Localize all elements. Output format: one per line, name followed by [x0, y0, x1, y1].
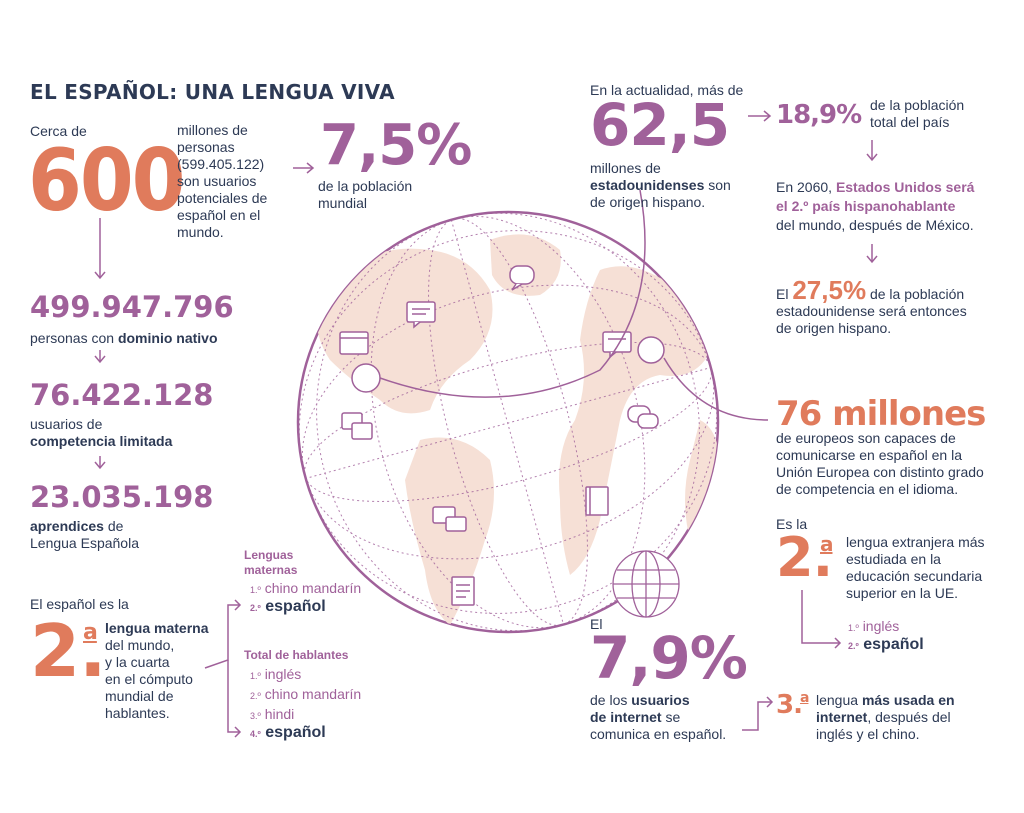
- second-intro: El español es la: [30, 596, 129, 612]
- maternas-item-2: 2.º español: [250, 598, 326, 615]
- stat-limited-label: usuarios de competencia limitada: [30, 416, 173, 449]
- chat-bubbles-icon: [432, 506, 467, 532]
- total-item-3: 3.º hindi: [250, 706, 295, 722]
- eu-list-2: 2.º español: [848, 636, 924, 653]
- stat-native-label: personas con dominio nativo: [30, 330, 218, 346]
- speech-bubble-icon: [509, 265, 535, 291]
- eu-list-1: 1.º inglés: [848, 618, 900, 634]
- internet-rank: 3.: [776, 690, 803, 720]
- maternas-item-1: 1.º chino mandarín: [250, 580, 362, 596]
- chat-bubbles-icon: [341, 412, 373, 440]
- chat-bubbles-icon: [602, 331, 632, 359]
- stat-learners: 23.035.198: [30, 480, 214, 514]
- speech-bubble-icon: [627, 405, 659, 429]
- internet-intro: El: [590, 616, 603, 632]
- book-icon: [585, 486, 609, 516]
- stat-limited: 76.422.128: [30, 378, 214, 412]
- eu-desc: lengua extranjera más estudiada en la educ…: [846, 534, 985, 601]
- europe-desc: de europeos son capaces de comunicarse en…: [776, 430, 984, 497]
- total-item-2: 2.º chino mandarín: [250, 686, 362, 702]
- europe-big: 76 millones: [776, 394, 986, 434]
- usa-big: 62,5: [590, 91, 730, 159]
- eu-sup: a: [820, 532, 833, 556]
- page-title: EL ESPAÑOL: UNA LENGUA VIVA: [30, 80, 395, 104]
- stat-learners-label: aprendices de Lengua Española: [30, 518, 139, 551]
- total-title: Total de hablantes: [244, 648, 349, 662]
- chat-bubbles-icon: [406, 301, 436, 329]
- stat-native: 499.947.796: [30, 290, 234, 324]
- document-icon: [451, 576, 475, 606]
- usa-future-pct: El 27,5% de la población estadounidense …: [776, 275, 967, 336]
- eu-rank: 2.: [776, 526, 833, 589]
- browser-window-icon: [339, 331, 369, 355]
- internet-sup: a: [800, 690, 810, 706]
- usa-pct-desc: de la población total del país: [870, 97, 965, 130]
- internet-big: 7,9%: [590, 624, 748, 692]
- second-desc: lengua materna del mundo, y la cuarta en e…: [105, 620, 209, 721]
- pct-7-5-desc: de la población mundial: [318, 178, 413, 211]
- arrow-icon: [94, 110, 878, 738]
- total-item-1: 1.º inglés: [250, 666, 302, 682]
- cerca-label: Cerca de: [30, 123, 87, 139]
- usa-desc: millones de estadounidenses son de orige…: [590, 160, 731, 210]
- second-sup: a: [83, 620, 98, 645]
- usa-future: En 2060, Estados Unidos será el 2.º país…: [776, 179, 975, 233]
- internet-rank-desc: lengua más usada en internet, después de…: [816, 692, 955, 742]
- maternas-title: Lenguas maternas: [244, 548, 298, 577]
- big-600: 600: [28, 131, 186, 231]
- eu-intro: Es la: [776, 516, 808, 532]
- second-rank: 2.: [30, 609, 106, 693]
- usa-intro: En la actualidad, más de: [590, 82, 744, 98]
- pct-7-5: 7,5%: [320, 113, 472, 178]
- usa-pct: 18,9%: [776, 100, 862, 130]
- total-item-4: 4.º español: [250, 724, 326, 741]
- 600-description: millones de personas (599.405.122) son usua…: [177, 122, 268, 240]
- globe-icon: [612, 550, 680, 618]
- internet-desc: de los usuarios de internet se comunica …: [590, 692, 727, 742]
